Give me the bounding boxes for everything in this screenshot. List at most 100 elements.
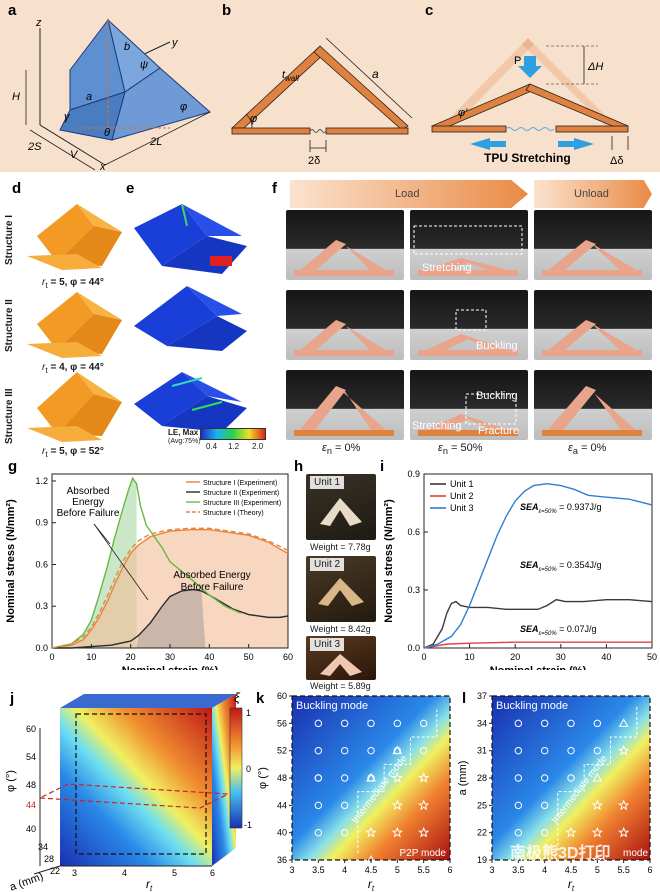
g-ytick-label: 0.6 [35,559,48,569]
i-ytick-label: 0.3 [407,585,420,595]
l-xtick-label: 5.5 [617,865,630,875]
i-legend-label-2: Unit 2 [450,491,474,501]
i-xtick-label: 30 [556,652,566,662]
label-stretching-3: Stretching [412,420,462,432]
i-sea-1: SEAε=50% = 0.937J/g [520,502,601,515]
g-legend-label-1: Structure I (Experiment) [203,480,277,487]
origami-unit-3d [25,18,212,171]
k-marker-star [418,799,430,811]
unit-3-name: Unit 3 [310,638,345,651]
k-mode-map [292,696,450,860]
j-phi-tick-0: 60 [26,724,36,734]
chart-j: ξ 1 0 -1 φ (°) 60 54 48 44 40 34 28 22 a… [5,690,252,892]
l-boundary [557,705,638,851]
g-xtick-label: 50 [244,652,254,662]
fea-structure-2 [134,286,247,351]
l-xtick-label: 6 [647,865,652,875]
j-cube-top [60,694,236,708]
l-marker-star [618,799,630,811]
k-xtick-label: 4.5 [365,865,378,875]
l-xlabel: rt [568,877,575,892]
i-sea-3: SEAε=50% = 0.07J/g [520,624,596,637]
l-ytick-label: 25 [477,800,487,810]
j-phi-tick-3: 44 [26,800,36,810]
g-xtick-label: 20 [126,652,136,662]
l-marker-triangle [618,718,629,727]
k-ytick-label: 56 [277,718,287,728]
structure-1-model [27,204,122,270]
unit-2-weight: Weight = 8.42g [310,624,371,634]
structure-label-1: Structure I [4,214,15,265]
g-xtick-label: 40 [204,652,214,662]
g-legend-label-3: Structure III (Experiment) [203,500,281,507]
structure-label-3: Structure III [4,388,15,444]
chart-k: 3 3.5 4 4.5 5 5.5 6 60 56 52 48 44 40 36 φ (°) rt Buckli… [257,691,453,892]
structure-3-params: rt = 5, φ = 52° [42,446,104,459]
l-marker-circle [593,719,602,728]
k-ytick-label: 36 [277,855,287,865]
i-sea-2: SEAε=50% = 0.354J/g [520,560,601,573]
section-2d [230,37,413,152]
g-xlabel: Nominal strain (%) [122,665,219,670]
j-phi-tick-2: 48 [26,780,36,790]
label-dH: ΔH [587,61,603,73]
g-annotation-1-pointer-b [93,523,111,545]
j-red-plane [37,783,231,809]
j-phi-tick-4: 40 [26,824,36,834]
l-marker-circle [540,719,549,728]
fea-structure-1 [134,203,247,274]
i-xtick-label: 10 [465,652,475,662]
label-a-b: a [372,67,379,81]
l-xtick-label: 3.5 [512,865,525,875]
l-marker-circle [567,746,575,755]
label-psi: ψ [140,59,148,71]
g-area-structure-2 [136,589,206,648]
fea-tick-0: 0.4 [206,442,218,451]
j-a-label: a (mm) [8,870,45,892]
k-marker-circle [314,828,323,837]
j-cb-tick-1: 1 [246,708,251,718]
label-t-wall: twall [282,69,299,83]
g-legend-label-4: Structure I (Theory) [203,510,264,517]
label-P: P [514,55,521,67]
k-marker-circle [314,746,323,755]
g-series-3 [51,476,242,649]
k-marker-circle [340,801,349,810]
dim-2L: 2L [149,136,162,148]
k-marker-triangle [392,745,403,755]
l-marker-star [591,826,603,838]
k-marker-circle [419,746,428,755]
label-tpu-stretching: TPU Stretching [484,151,571,165]
g-area-structure-1 [52,529,288,648]
i-legend-label-3: Unit 3 [450,503,474,513]
g-annotation-1: Absorbed Energy Before Failure [57,486,120,519]
dim-2S: 2S [27,141,42,153]
structure-2-params: rt = 4, φ = 44° [42,362,104,375]
k-ytick-label: 52 [277,746,287,756]
unit-shapes [318,498,364,676]
i-series-2 [423,641,652,649]
structure-3-model [27,372,122,442]
panel-label-b: b [222,2,232,19]
l-marker-circle [593,746,602,755]
fea-legend-title: LE, Max [168,428,199,437]
axis-z: z [35,17,42,29]
l-ytick-label: 19 [477,855,487,865]
i-xtick-label: 0 [421,652,426,662]
i-xtick-label: 50 [647,652,657,662]
i-ylabel: Nominal stress (N/mm²) [383,499,395,623]
l-marker-circle [514,856,523,864]
panel-label-g: g [8,458,18,475]
l-xtick-label: 4 [542,865,547,875]
j-xi-label: ξ [234,690,241,705]
k-marker-star [391,826,403,838]
k-xtick-label: 6 [447,865,452,875]
k-boundary [357,709,438,854]
panel-label-d: d [12,180,22,197]
strain-label-unload: εa = 0% [568,442,607,457]
panel-label-c: c [425,2,434,19]
l-marker-circle [540,828,549,837]
load-arrow [290,180,528,208]
l-marker-circle [514,828,523,837]
k-xtick-label: 3.5 [312,865,325,875]
